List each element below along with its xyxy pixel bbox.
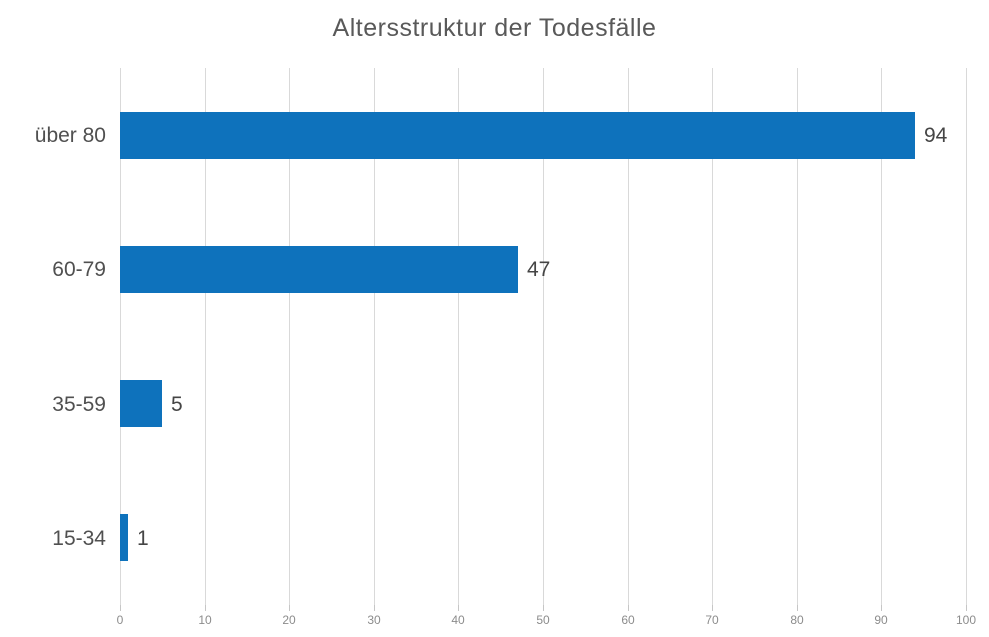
gridline <box>881 68 882 605</box>
tick-mark <box>712 605 713 611</box>
tick-label: 10 <box>198 613 212 627</box>
tick-mark <box>628 605 629 611</box>
tick-label: 80 <box>790 613 804 627</box>
tick-label: 20 <box>282 613 296 627</box>
plot-area: 94 47 5 1 <box>120 68 967 605</box>
tick-mark <box>205 605 206 611</box>
data-label: 1 <box>137 527 149 550</box>
data-label: 47 <box>527 258 551 281</box>
gridline <box>628 68 629 605</box>
tick-mark <box>120 605 121 611</box>
tick-mark <box>289 605 290 611</box>
tick-label: 0 <box>116 613 124 627</box>
category-label: 35-59 <box>52 393 106 416</box>
gridline <box>458 68 459 605</box>
bar <box>120 514 128 561</box>
chart-title: Altersstruktur der Todesfälle <box>332 14 657 42</box>
gridline <box>797 68 798 605</box>
gridline <box>205 68 206 605</box>
gridline <box>289 68 290 605</box>
tick-label: 50 <box>536 613 550 627</box>
tick-label: 40 <box>451 613 465 627</box>
gridline <box>543 68 544 605</box>
tick-label: 30 <box>367 613 381 627</box>
tick-label: 70 <box>705 613 719 627</box>
bar <box>120 246 518 293</box>
tick-mark <box>966 605 967 611</box>
tick-mark <box>797 605 798 611</box>
gridline <box>374 68 375 605</box>
gridline <box>712 68 713 605</box>
tick-mark <box>881 605 882 611</box>
tick-mark <box>458 605 459 611</box>
tick-mark <box>374 605 375 611</box>
category-axis: über 80 60-79 35-59 15-34 <box>0 68 106 605</box>
tick-label: 90 <box>874 613 888 627</box>
bar <box>120 112 915 159</box>
bar <box>120 380 162 427</box>
data-label: 5 <box>171 393 183 416</box>
tick-mark <box>543 605 544 611</box>
value-axis: 0 10 20 30 40 50 60 70 80 90 100 <box>117 605 976 637</box>
gridline <box>120 68 121 605</box>
tick-label: 60 <box>621 613 635 627</box>
category-label: 60-79 <box>52 258 106 281</box>
tick-label: 100 <box>955 613 977 627</box>
category-label: 15-34 <box>52 527 106 550</box>
category-label: über 80 <box>34 124 106 147</box>
gridline <box>966 68 967 605</box>
data-label: 94 <box>924 124 948 147</box>
